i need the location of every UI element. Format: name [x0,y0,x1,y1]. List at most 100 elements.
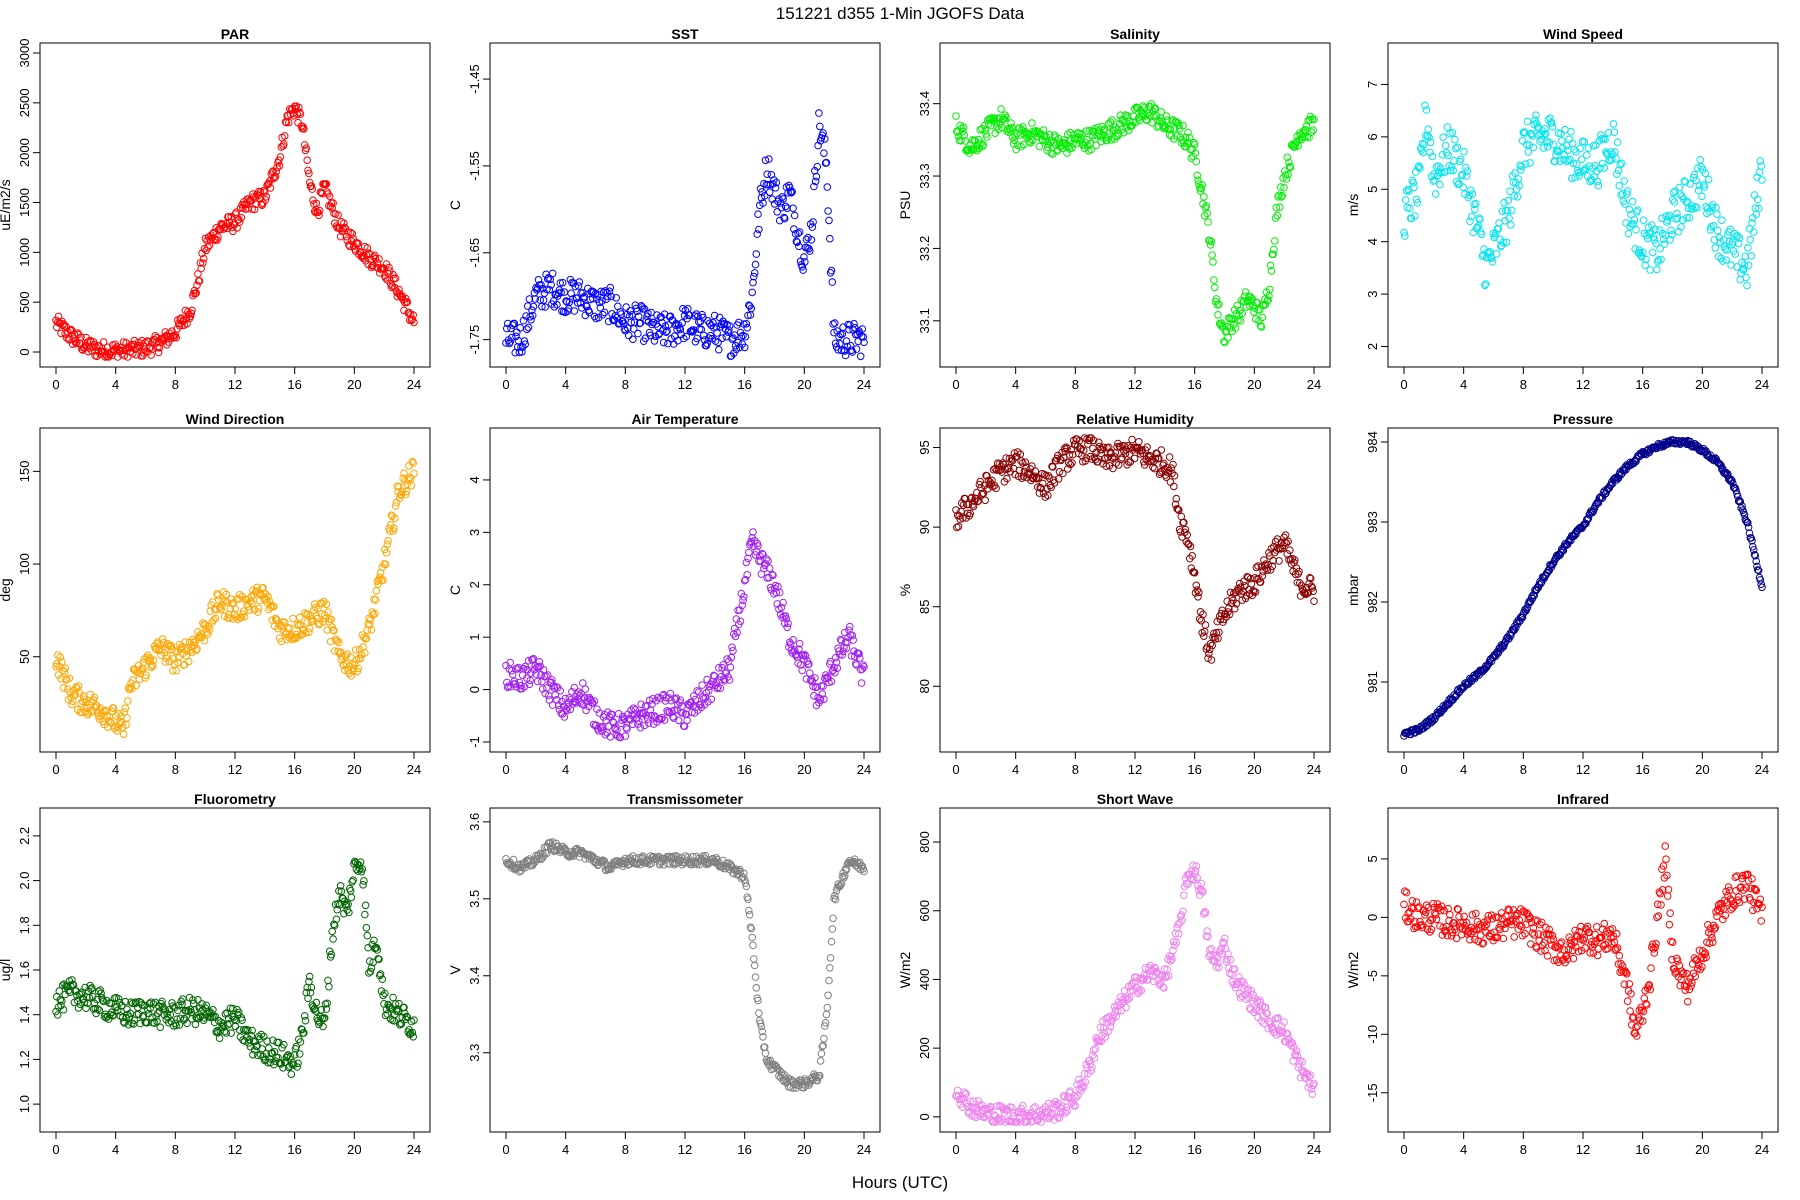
data-point [795,228,804,236]
data-point [1651,225,1659,234]
data-point [818,690,827,698]
data-point [1522,160,1530,168]
data-point [1690,170,1699,179]
data-point [639,710,648,718]
x-tick-label: 24 [1307,377,1321,392]
data-point [1028,119,1036,127]
data-point [1691,203,1699,211]
data-point [740,343,749,352]
data-point [1504,196,1513,205]
data-point [409,459,418,467]
data-point [295,613,304,622]
data-point [547,281,555,289]
data-point [1139,102,1147,110]
data-point [1412,195,1421,204]
data-point [760,192,769,200]
data-point [1669,188,1678,197]
y-axis-label: ug/l [0,959,13,982]
data-point [1410,183,1418,192]
data-point [1014,141,1022,149]
data-point [506,658,515,667]
data-point [640,721,649,730]
data-point [1734,239,1743,248]
data-point [762,555,771,563]
data-point [1405,187,1413,195]
data-point [1406,204,1414,213]
data-point [544,274,553,282]
data-point [1082,127,1090,135]
y-tick-label: 200 [917,1037,932,1059]
data-point [816,137,825,145]
data-point [685,701,693,709]
y-tick-label: 0 [17,348,32,355]
data-point [320,597,328,606]
data-point [182,315,190,323]
data-point [1549,140,1558,149]
data-point [673,706,681,714]
x-tick-label: 24 [1307,762,1321,777]
data-point [819,682,827,691]
data-point [315,206,324,215]
data-point [710,311,719,320]
x-tick-label: 16 [287,377,301,392]
data-point [960,131,969,139]
data-point [1633,208,1641,216]
data-point [723,655,731,663]
x-tick-label: 20 [347,1142,361,1157]
data-point [1603,149,1611,158]
data-point [805,660,813,668]
data-point [690,312,699,320]
data-point [348,230,357,238]
data-point [540,289,549,298]
y-tick-label: 150 [17,461,32,483]
data-point [858,325,867,333]
data-point [1276,203,1284,211]
data-point [506,338,515,346]
data-point [816,122,824,131]
data-point [958,127,967,136]
data-point [353,667,362,676]
data-point [1103,136,1111,145]
data-point [1754,195,1762,204]
data-point [1494,225,1503,233]
data-point [109,704,118,713]
data-point [86,336,94,345]
data-point [280,132,289,140]
data-point [738,601,747,610]
data-point [264,592,272,601]
data-point [528,306,536,315]
data-point [735,318,743,327]
data-point [149,656,158,665]
x-tick-label: 0 [1400,377,1407,392]
x-tick-label: 24 [407,762,421,777]
y-axis-label: m/s [1345,194,1361,217]
data-point [347,672,356,680]
data-point [1276,183,1285,191]
y-axis-label: W/m2 [897,952,913,989]
data-point [1068,144,1076,152]
data-point [1492,229,1500,238]
y-tick-label: 6 [1365,133,1380,140]
data-point [324,976,332,985]
x-tick-label: 20 [1247,1142,1261,1157]
data-point [1451,135,1459,144]
x-tick-label: 20 [1695,377,1709,392]
data-point [1515,181,1523,190]
data-point [406,310,415,319]
data-point [1674,227,1683,236]
x-tick-label: 8 [172,377,179,392]
data-point [729,647,737,655]
x-tick-label: 16 [737,377,751,392]
data-point [990,114,999,122]
data-point [827,266,836,275]
data-point [514,337,523,345]
data-point [503,324,511,333]
data-point [1087,145,1095,154]
x-tick-label: 12 [1576,762,1590,777]
data-point [1569,159,1578,168]
data-point [813,683,822,691]
data-point [666,312,675,321]
data-point [305,169,313,178]
data-point [783,623,792,632]
data-point [728,335,736,343]
